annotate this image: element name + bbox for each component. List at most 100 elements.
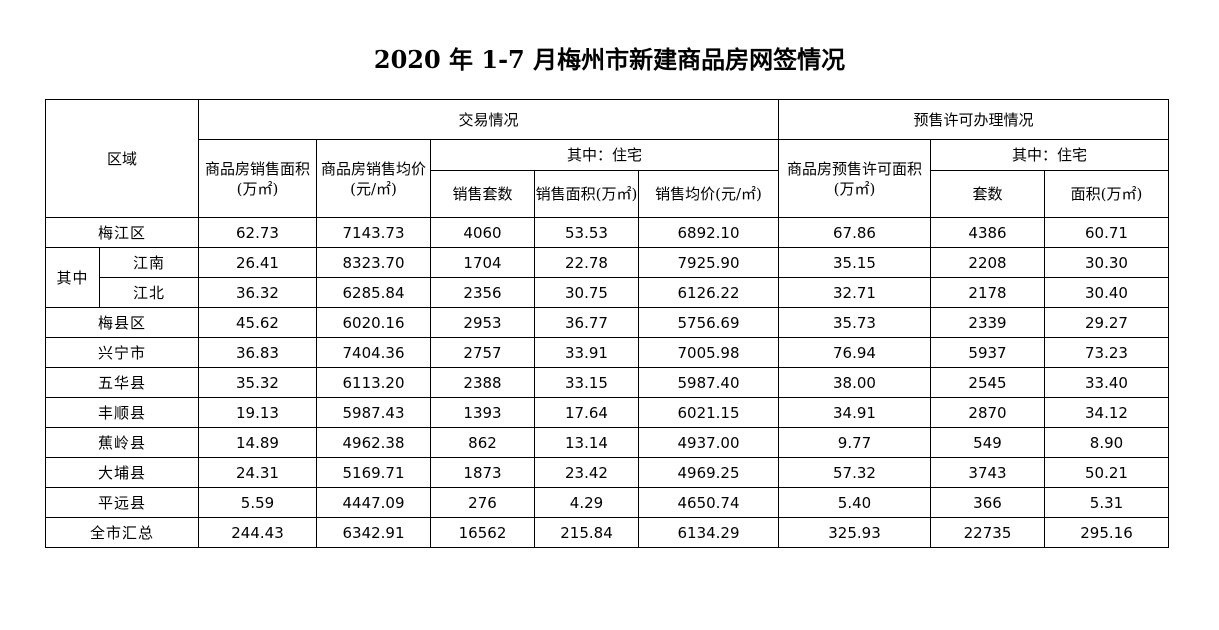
cell: 30.30 bbox=[1044, 247, 1169, 278]
cell: 6020.16 bbox=[316, 307, 431, 338]
header-presale-area: 商品房预售许可面积(万㎡) bbox=[778, 139, 931, 218]
cell: 5.40 bbox=[778, 487, 931, 518]
cell: 35.73 bbox=[778, 307, 931, 338]
cell: 5987.40 bbox=[638, 367, 779, 398]
cell: 4.29 bbox=[534, 487, 639, 518]
cell: 34.91 bbox=[778, 397, 931, 428]
cell: 35.15 bbox=[778, 247, 931, 278]
cell: 2339 bbox=[930, 307, 1045, 338]
cell: 1704 bbox=[430, 247, 535, 278]
header-residential: 其中：住宅 bbox=[430, 139, 779, 171]
cell: 4937.00 bbox=[638, 427, 779, 458]
cell: 32.71 bbox=[778, 277, 931, 308]
cell: 24.31 bbox=[198, 457, 317, 488]
cell: 4386 bbox=[930, 217, 1045, 248]
region-name: 全市汇总 bbox=[45, 517, 199, 548]
header-units-sold: 销售套数 bbox=[430, 170, 535, 218]
cell: 2208 bbox=[930, 247, 1045, 278]
cell: 9.77 bbox=[778, 427, 931, 458]
cell: 5756.69 bbox=[638, 307, 779, 338]
cell: 67.86 bbox=[778, 217, 931, 248]
cell: 7005.98 bbox=[638, 337, 779, 368]
cell: 6892.10 bbox=[638, 217, 779, 248]
cell: 2388 bbox=[430, 367, 535, 398]
cell: 5987.43 bbox=[316, 397, 431, 428]
table-row: 丰顺县 19.13 5987.43 1393 17.64 6021.15 34.… bbox=[45, 397, 1169, 428]
cell: 35.32 bbox=[198, 367, 317, 398]
region-name: 大埔县 bbox=[45, 457, 199, 488]
cell: 2545 bbox=[930, 367, 1045, 398]
cell: 36.32 bbox=[198, 277, 317, 308]
cell: 2953 bbox=[430, 307, 535, 338]
cell: 4962.38 bbox=[316, 427, 431, 458]
cell: 2178 bbox=[930, 277, 1045, 308]
header-units: 套数 bbox=[930, 170, 1045, 218]
cell: 7404.36 bbox=[316, 337, 431, 368]
cell: 5.31 bbox=[1044, 487, 1169, 518]
table-row: 兴宁市 36.83 7404.36 2757 33.91 7005.98 76.… bbox=[45, 337, 1169, 368]
cell: 325.93 bbox=[778, 517, 931, 548]
header-presale: 预售许可办理情况 bbox=[778, 99, 1169, 140]
cell: 6113.20 bbox=[316, 367, 431, 398]
cell: 4969.25 bbox=[638, 457, 779, 488]
cell: 4060 bbox=[430, 217, 535, 248]
cell: 7143.73 bbox=[316, 217, 431, 248]
cell: 53.53 bbox=[534, 217, 639, 248]
table-row-total: 全市汇总 244.43 6342.91 16562 215.84 6134.29… bbox=[45, 517, 1169, 548]
table-row: 梅江区 62.73 7143.73 4060 53.53 6892.10 67.… bbox=[45, 217, 1169, 248]
region-name: 江南 bbox=[99, 247, 199, 278]
housing-sales-table: 区域 交易情况 预售许可办理情况 商品房销售面积(万㎡) 商品房销售均价(元/㎡… bbox=[45, 99, 1169, 548]
header-area: 面积(万㎡) bbox=[1044, 170, 1169, 218]
header-sales-price: 商品房销售均价(元/㎡) bbox=[316, 139, 431, 218]
cell: 8323.70 bbox=[316, 247, 431, 278]
cell: 2356 bbox=[430, 277, 535, 308]
cell: 19.13 bbox=[198, 397, 317, 428]
cell: 57.32 bbox=[778, 457, 931, 488]
cell: 45.62 bbox=[198, 307, 317, 338]
cell: 862 bbox=[430, 427, 535, 458]
header-sales-area: 商品房销售面积(万㎡) bbox=[198, 139, 317, 218]
cell: 5169.71 bbox=[316, 457, 431, 488]
cell: 33.15 bbox=[534, 367, 639, 398]
cell: 26.41 bbox=[198, 247, 317, 278]
cell: 14.89 bbox=[198, 427, 317, 458]
region-name: 梅县区 bbox=[45, 307, 199, 338]
cell: 3743 bbox=[930, 457, 1045, 488]
cell: 60.71 bbox=[1044, 217, 1169, 248]
cell: 30.75 bbox=[534, 277, 639, 308]
cell: 29.27 bbox=[1044, 307, 1169, 338]
cell: 8.90 bbox=[1044, 427, 1169, 458]
cell: 244.43 bbox=[198, 517, 317, 548]
table-row: 大埔县 24.31 5169.71 1873 23.42 4969.25 57.… bbox=[45, 457, 1169, 488]
cell: 33.91 bbox=[534, 337, 639, 368]
cell: 34.12 bbox=[1044, 397, 1169, 428]
cell: 23.42 bbox=[534, 457, 639, 488]
region-name: 平远县 bbox=[45, 487, 199, 518]
region-name: 兴宁市 bbox=[45, 337, 199, 368]
cell: 62.73 bbox=[198, 217, 317, 248]
table-row: 梅县区 45.62 6020.16 2953 36.77 5756.69 35.… bbox=[45, 307, 1169, 338]
header-presale-residential: 其中：住宅 bbox=[930, 139, 1169, 171]
cell: 5.59 bbox=[198, 487, 317, 518]
cell: 36.77 bbox=[534, 307, 639, 338]
cell: 5937 bbox=[930, 337, 1045, 368]
cell: 76.94 bbox=[778, 337, 931, 368]
table-row: 江北 36.32 6285.84 2356 30.75 6126.22 32.7… bbox=[46, 277, 1169, 308]
cell: 366 bbox=[930, 487, 1045, 518]
header-region: 区域 bbox=[45, 99, 199, 218]
cell: 215.84 bbox=[534, 517, 639, 548]
header-avg-price: 销售均价(元/㎡) bbox=[638, 170, 779, 218]
cell: 6134.29 bbox=[638, 517, 779, 548]
cell: 276 bbox=[430, 487, 535, 518]
table-row: 蕉岭县 14.89 4962.38 862 13.14 4937.00 9.77… bbox=[45, 427, 1169, 458]
cell: 30.40 bbox=[1044, 277, 1169, 308]
cell: 6285.84 bbox=[316, 277, 431, 308]
cell: 4650.74 bbox=[638, 487, 779, 518]
cell: 16562 bbox=[430, 517, 535, 548]
cell: 50.21 bbox=[1044, 457, 1169, 488]
table-row: 平远县 5.59 4447.09 276 4.29 4650.74 5.40 3… bbox=[45, 487, 1169, 518]
cell: 33.40 bbox=[1044, 367, 1169, 398]
header-transaction: 交易情况 bbox=[198, 99, 779, 140]
of-which-label: 其中 bbox=[45, 247, 100, 308]
region-name: 丰顺县 bbox=[45, 397, 199, 428]
